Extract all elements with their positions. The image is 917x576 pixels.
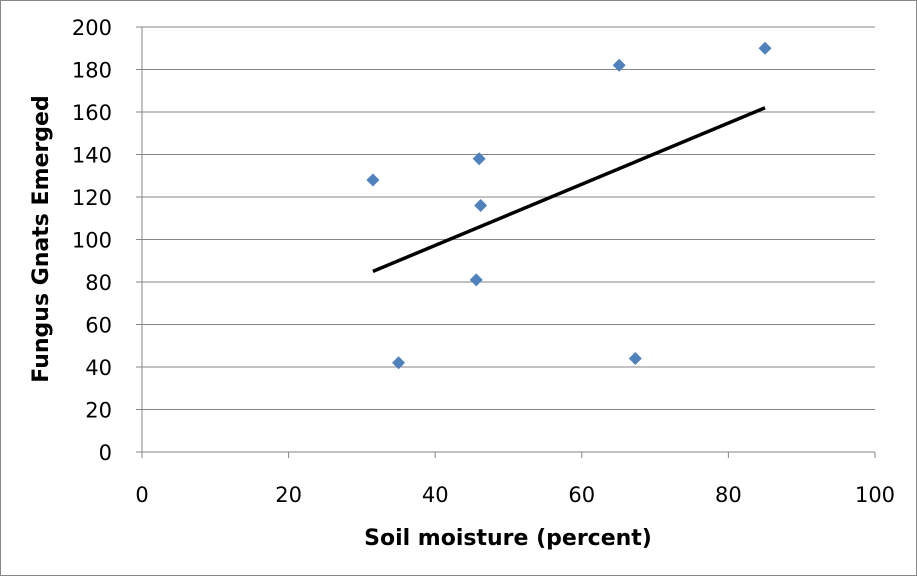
y-tick-label: 0: [99, 441, 112, 465]
data-point: [469, 273, 483, 287]
x-axis-title: Soil moisture (percent): [364, 526, 652, 551]
y-tick-label: 60: [85, 314, 112, 338]
x-tick-label: 60: [568, 483, 595, 507]
y-tick-label: 180: [72, 59, 112, 83]
x-tick-label: 40: [422, 483, 449, 507]
y-tick-label: 80: [85, 271, 112, 295]
y-tick-label: 40: [85, 356, 112, 380]
x-tick-label: 0: [135, 483, 148, 507]
data-point: [612, 58, 626, 72]
data-point: [392, 356, 406, 370]
data-point: [474, 199, 488, 212]
data-point: [628, 352, 642, 365]
y-tick-label: 100: [72, 229, 112, 253]
y-tick-label: 140: [72, 144, 112, 168]
y-tick-label: 120: [72, 186, 112, 210]
x-tick-label: 20: [275, 483, 302, 507]
data-point: [758, 41, 772, 55]
x-tick-label: 80: [715, 483, 742, 507]
trendline: [372, 106, 766, 273]
x-tick-label: 100: [855, 483, 895, 507]
data-point: [472, 152, 486, 166]
y-tick-label: 20: [85, 399, 112, 423]
data-point: [366, 173, 380, 187]
y-tick-label: 160: [72, 101, 112, 125]
y-tick-label: 200: [72, 16, 112, 40]
y-axis-title: Fungus Gnats Emerged: [29, 95, 54, 382]
